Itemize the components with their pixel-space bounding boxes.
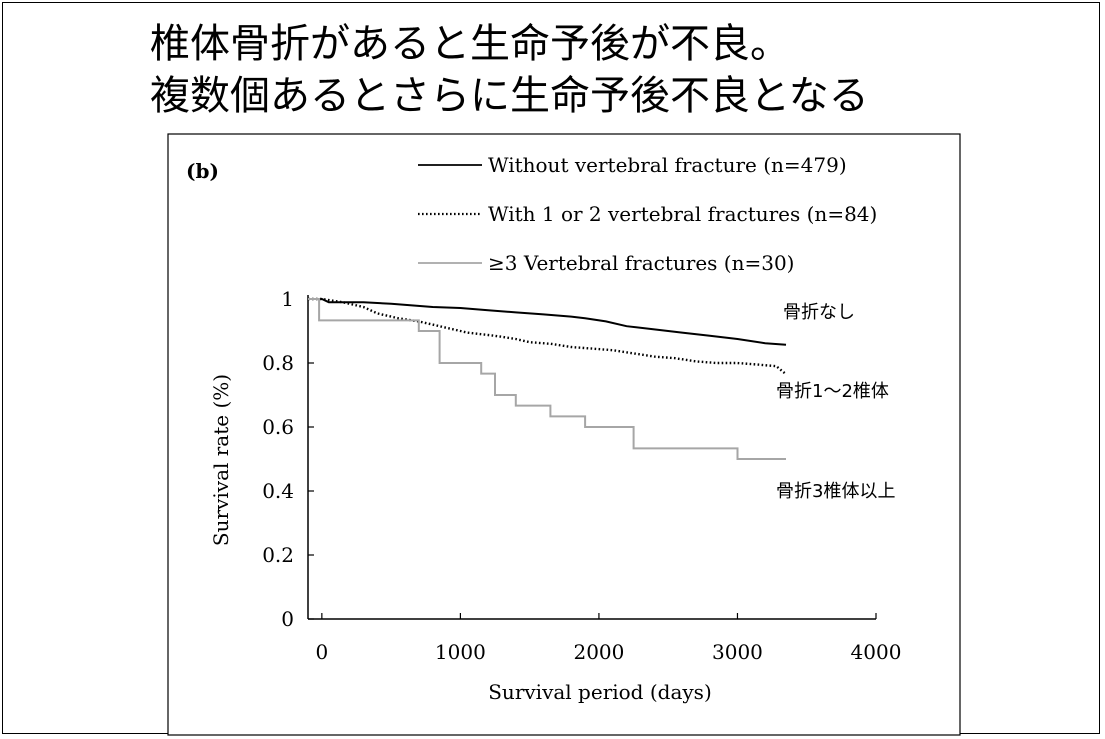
legend: Without vertebral fracture (n=479) With 1… [418,153,877,275]
series-lines [308,297,787,460]
series-line-1 [308,298,787,346]
series-annotation-3: 骨折3椎体以上 [776,481,895,502]
y-tick-label: 0.6 [262,415,294,439]
y-tick-label: 0.4 [262,479,294,503]
x-tick-label: 2000 [573,640,624,664]
series-annotation-1: 骨折なし [783,302,855,323]
series-line-3 [308,298,786,460]
axes: 0 0.2 0.4 0.6 0.8 1 0 1000 2000 3000 4000 [262,287,901,664]
series-line-2 [308,297,787,376]
y-tick-label: 1 [281,287,294,311]
chart-frame [167,133,961,736]
y-axis-label: Survival rate (%) [209,374,233,546]
slide-title-line-1: 椎体骨折があると生命予後が不良。 [150,21,790,67]
x-axis-label: Survival period (days) [488,680,712,704]
x-tick-label: 0 [315,640,328,664]
legend-label-1: Without vertebral fracture (n=479) [488,153,847,177]
panel-label: (b) [186,159,219,183]
x-tick-label: 1000 [435,640,486,664]
x-tick-label: 4000 [851,640,902,664]
legend-label-2: With 1 or 2 vertebral fractures (n=84) [488,202,877,226]
x-tick-label: 3000 [712,640,763,664]
slide-title-line-2: 複数個あるとさらに生命予後不良となる [150,73,869,119]
series-annotation-2: 骨折1～2椎体 [776,381,889,402]
legend-label-3: ≥3 Vertebral fractures (n=30) [488,251,794,275]
y-tick-label: 0.2 [262,543,294,567]
y-tick-label: 0 [281,607,294,631]
y-tick-label: 0.8 [262,351,294,375]
